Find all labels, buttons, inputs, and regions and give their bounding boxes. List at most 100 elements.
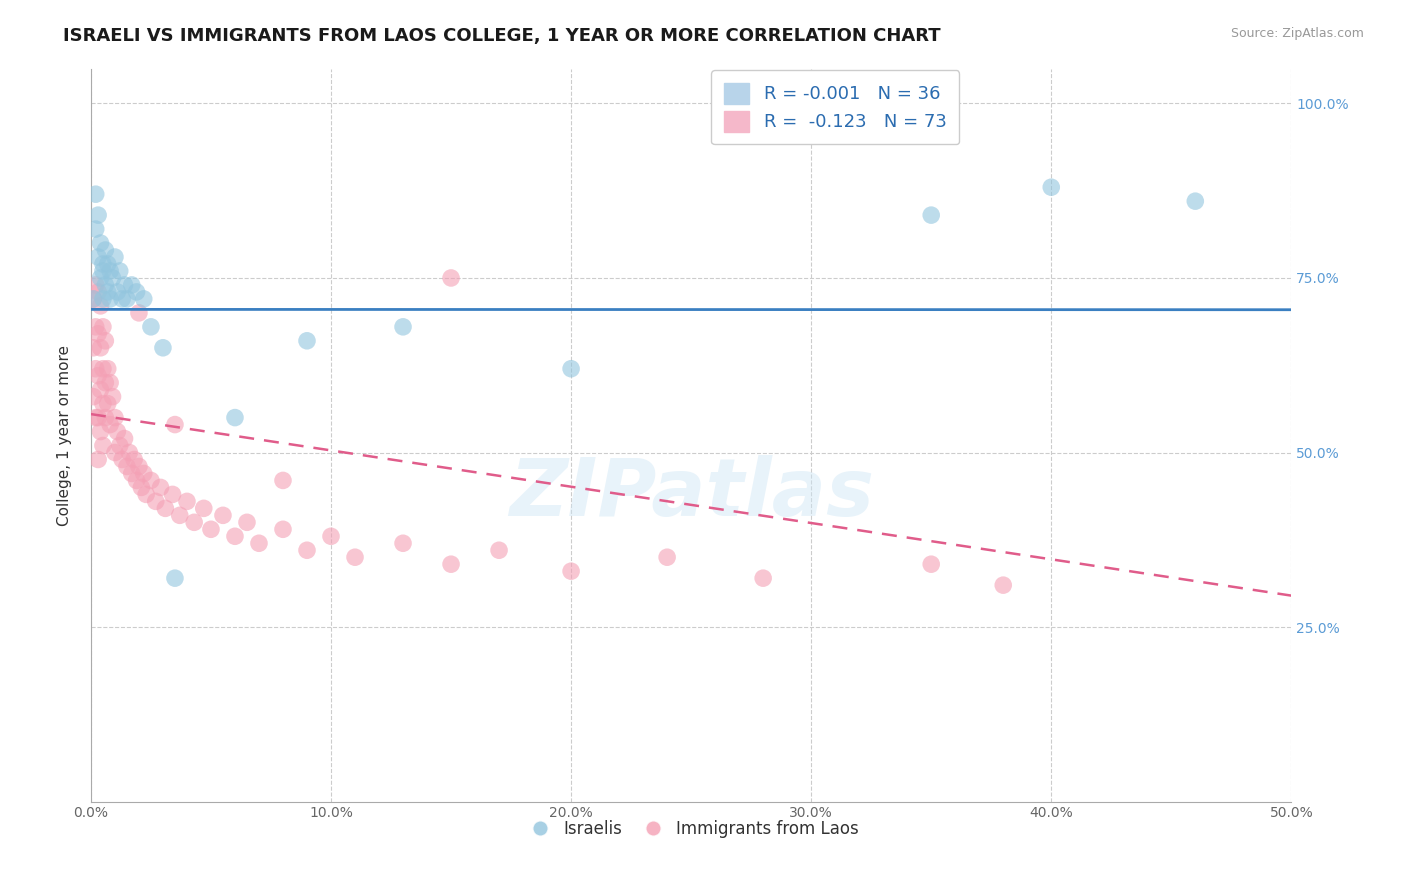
Point: [115, 292, 138, 306]
Point: [212, 508, 235, 523]
Point: [94, 376, 117, 390]
Point: [108, 264, 131, 278]
Point: [920, 558, 942, 572]
Point: [392, 319, 415, 334]
Point: [104, 445, 127, 459]
Point: [295, 543, 318, 558]
Point: [440, 558, 463, 572]
Point: [200, 522, 222, 536]
Point: [752, 571, 775, 585]
Point: [84, 319, 107, 334]
Point: [87, 326, 110, 341]
Point: [155, 501, 177, 516]
Point: [295, 334, 318, 348]
Point: [122, 452, 145, 467]
Point: [90, 235, 112, 250]
Point: [392, 536, 415, 550]
Point: [84, 277, 107, 292]
Point: [94, 243, 117, 257]
Point: [488, 543, 510, 558]
Point: [98, 376, 121, 390]
Text: Source: ZipAtlas.com: Source: ZipAtlas.com: [1230, 27, 1364, 40]
Point: [152, 341, 174, 355]
Point: [82, 292, 104, 306]
Point: [97, 257, 120, 271]
Point: [163, 417, 186, 432]
Point: [224, 529, 246, 543]
Point: [90, 271, 112, 285]
Legend: Israelis, Immigrants from Laos: Israelis, Immigrants from Laos: [517, 814, 865, 845]
Point: [90, 341, 112, 355]
Point: [271, 474, 294, 488]
Point: [121, 277, 143, 292]
Point: [132, 467, 155, 481]
Point: [115, 459, 138, 474]
Point: [97, 397, 120, 411]
Point: [91, 397, 114, 411]
Point: [97, 361, 120, 376]
Y-axis label: College, 1 year or more: College, 1 year or more: [58, 344, 72, 525]
Point: [125, 474, 148, 488]
Point: [163, 571, 186, 585]
Point: [128, 306, 150, 320]
Point: [271, 522, 294, 536]
Point: [139, 474, 162, 488]
Point: [91, 264, 114, 278]
Point: [125, 285, 148, 299]
Point: [104, 250, 127, 264]
Point: [993, 578, 1015, 592]
Point: [90, 299, 112, 313]
Point: [87, 208, 110, 222]
Point: [82, 341, 104, 355]
Text: ZIPatlas: ZIPatlas: [509, 455, 873, 533]
Point: [104, 410, 127, 425]
Point: [94, 410, 117, 425]
Point: [118, 445, 141, 459]
Point: [224, 410, 246, 425]
Point: [920, 208, 942, 222]
Point: [319, 529, 342, 543]
Point: [101, 390, 124, 404]
Point: [128, 459, 150, 474]
Point: [176, 494, 198, 508]
Point: [91, 257, 114, 271]
Point: [82, 292, 104, 306]
Point: [87, 250, 110, 264]
Point: [131, 480, 153, 494]
Point: [169, 508, 191, 523]
Point: [145, 494, 167, 508]
Point: [87, 410, 110, 425]
Point: [121, 467, 143, 481]
Point: [247, 536, 270, 550]
Point: [344, 550, 367, 565]
Point: [105, 425, 128, 439]
Point: [139, 319, 162, 334]
Point: [94, 277, 117, 292]
Point: [440, 271, 463, 285]
Point: [655, 550, 678, 565]
Point: [101, 271, 124, 285]
Point: [111, 452, 134, 467]
Point: [84, 222, 107, 236]
Point: [560, 361, 582, 376]
Point: [183, 516, 205, 530]
Point: [84, 410, 107, 425]
Point: [135, 487, 157, 501]
Point: [105, 285, 128, 299]
Point: [132, 292, 155, 306]
Point: [84, 187, 107, 202]
Point: [84, 361, 107, 376]
Point: [98, 292, 121, 306]
Point: [1040, 180, 1063, 194]
Point: [114, 432, 136, 446]
Point: [91, 361, 114, 376]
Point: [82, 390, 104, 404]
Point: [162, 487, 184, 501]
Point: [111, 292, 134, 306]
Point: [87, 452, 110, 467]
Point: [91, 319, 114, 334]
Point: [91, 438, 114, 452]
Point: [87, 285, 110, 299]
Point: [90, 425, 112, 439]
Point: [236, 516, 259, 530]
